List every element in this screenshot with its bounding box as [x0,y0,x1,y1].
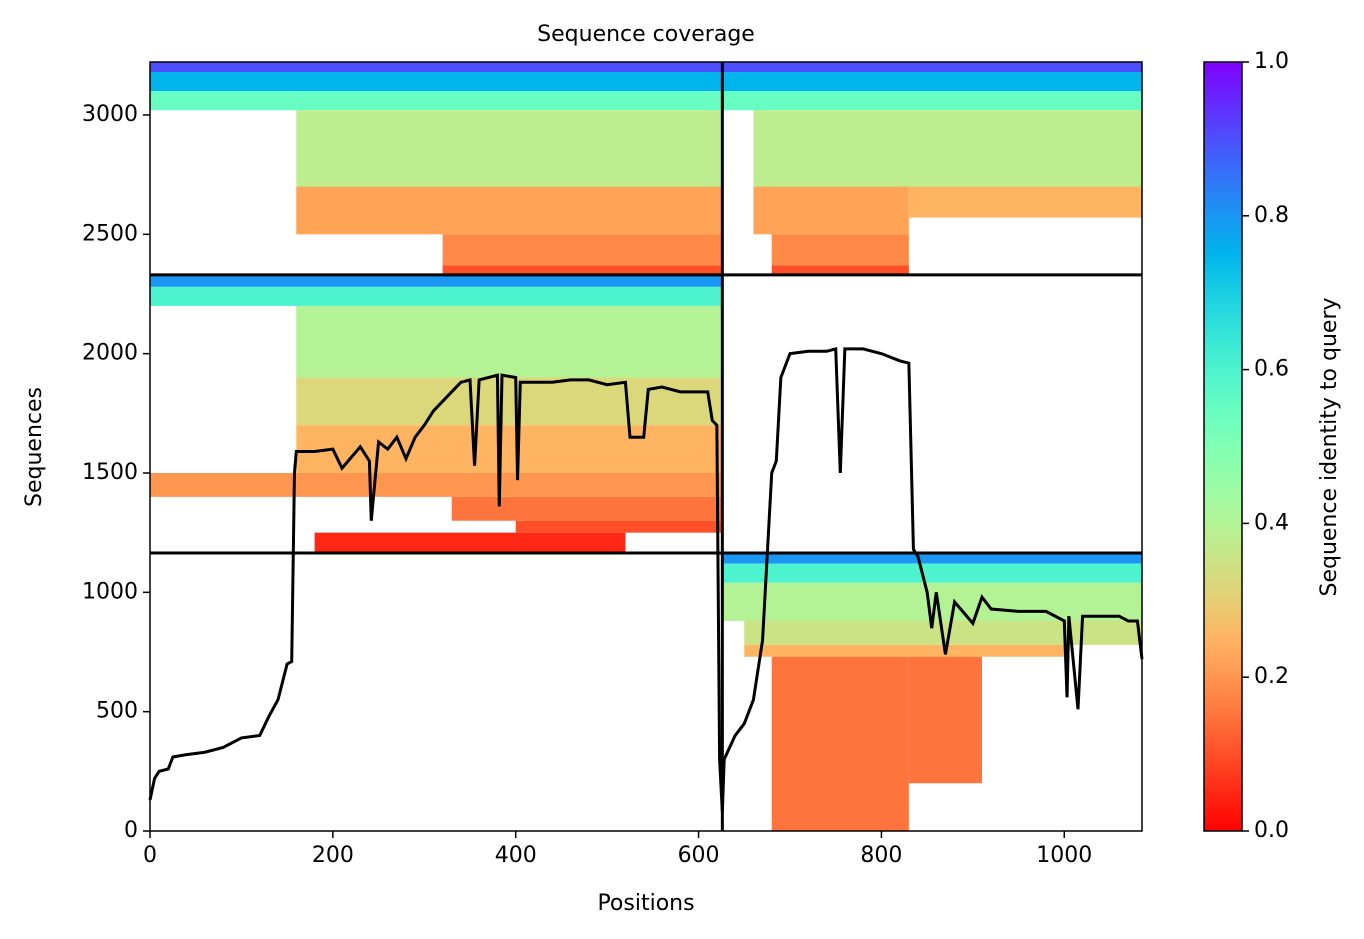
colorbar-label: Sequence identity to query [1317,297,1342,596]
coverage-block [771,656,909,831]
x-axis-label: Positions [597,891,694,916]
y-tick-label: 2000 [82,341,138,366]
coverage-block [296,377,723,426]
y-tick-label: 1500 [82,460,138,485]
coverage-block [150,274,723,287]
coverage-block [722,62,1142,73]
y-tick-label: 2500 [82,221,138,246]
coverage-block [771,234,909,266]
coverage-block [150,62,723,73]
coverage-block [150,91,723,111]
coverage-block [296,305,723,378]
coverage-block [722,563,1142,583]
plot-frame [149,61,1143,832]
coverage-block [451,496,723,521]
y-tick-label: 3000 [82,102,138,127]
coverage-block [150,286,723,306]
coverage-block [908,186,1142,218]
colorbar [1203,61,1243,832]
coverage-block [722,72,1142,92]
coverage-block [744,644,1065,657]
y-tick-label: 0 [124,818,138,843]
x-tick-label: 800 [860,843,902,868]
coverage-block [442,234,723,266]
colorbar-tick-label: 1.0 [1254,49,1289,74]
y-tick-label: 500 [96,699,138,724]
coverage-line [148,346,1144,812]
x-tick-label: 200 [312,843,354,868]
coverage-block [296,186,723,235]
coverage-block [314,532,626,552]
colorbar-tick-label: 0.6 [1254,357,1289,382]
coverage-block [442,265,723,275]
chart-title: Sequence coverage [537,22,755,47]
coverage-block [771,265,909,275]
x-tick-label: 1000 [1036,843,1092,868]
y-tick-label: 1000 [82,579,138,604]
coverage-block [150,72,723,92]
colorbar-tick-label: 0.4 [1254,510,1289,535]
coverage-block [753,186,909,235]
x-tick-label: 0 [143,843,157,868]
y-axis-label: Sequences [22,387,47,507]
coverage-block [296,425,723,473]
colorbar-tick-label: 0.2 [1254,664,1289,689]
coverage-block [296,110,723,187]
colorbar-tick-label: 0.8 [1254,203,1289,228]
coverage-block [722,552,1142,564]
coverage-block [908,656,982,784]
colorbar-tick-label: 0.0 [1254,818,1289,843]
x-tick-label: 400 [495,843,537,868]
x-tick-label: 600 [678,843,720,868]
coverage-block [150,472,723,497]
coverage-block [515,520,723,533]
coverage-block [722,91,1142,111]
coverage-block [753,110,1142,187]
